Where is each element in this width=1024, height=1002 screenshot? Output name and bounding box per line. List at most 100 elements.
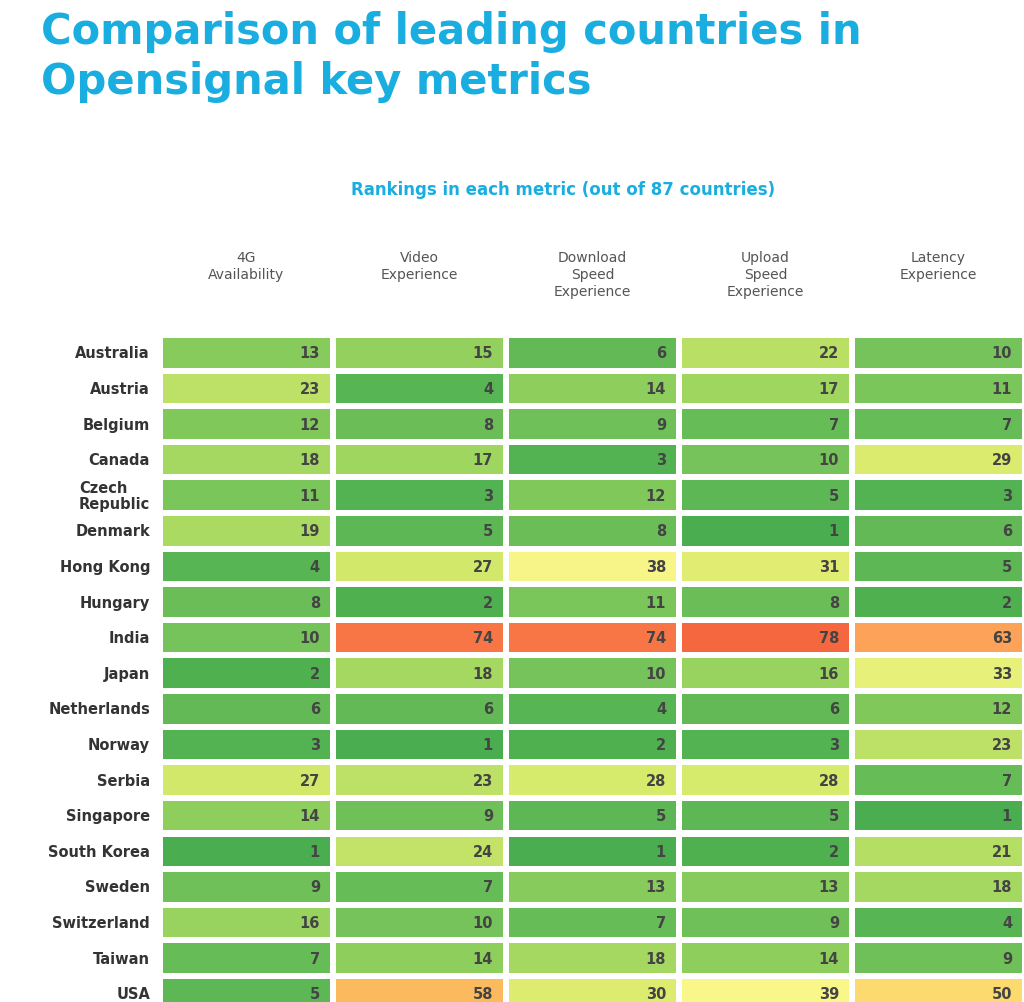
Text: 9: 9	[483, 809, 493, 824]
Text: 31: 31	[818, 559, 839, 574]
Text: Latency
Experience: Latency Experience	[900, 250, 977, 282]
Text: 3: 3	[483, 488, 493, 503]
Bar	[336, 908, 503, 938]
Bar	[682, 908, 849, 938]
Bar	[682, 481, 849, 510]
Bar	[163, 481, 330, 510]
Text: Czech
Republic: Czech Republic	[79, 480, 150, 511]
Text: 1: 1	[1001, 809, 1012, 824]
Text: South Korea: South Korea	[48, 844, 150, 859]
Bar	[509, 481, 676, 510]
Text: 10: 10	[472, 915, 493, 930]
Bar	[682, 587, 849, 617]
Text: 16: 16	[300, 915, 319, 930]
Text: 18: 18	[991, 880, 1012, 895]
Bar	[682, 944, 849, 973]
Text: 5: 5	[309, 986, 319, 1001]
Text: 12: 12	[991, 701, 1012, 716]
Text: Video
Experience: Video Experience	[381, 250, 458, 282]
Text: 6: 6	[828, 701, 839, 716]
Bar	[682, 766, 849, 796]
Bar	[855, 729, 1022, 760]
Bar	[682, 837, 849, 866]
Bar	[336, 694, 503, 723]
Text: 17: 17	[818, 382, 839, 397]
Text: 63: 63	[992, 630, 1012, 645]
Bar	[163, 410, 330, 439]
Text: 4: 4	[310, 559, 319, 574]
Bar	[336, 517, 503, 546]
Text: 78: 78	[818, 630, 839, 645]
Text: Hong Kong: Hong Kong	[59, 559, 150, 574]
Text: 1: 1	[309, 844, 319, 859]
Text: 9: 9	[1001, 951, 1012, 966]
Text: 12: 12	[300, 417, 319, 432]
Bar	[163, 837, 330, 866]
Text: Upload
Speed
Experience: Upload Speed Experience	[727, 250, 804, 299]
Bar	[336, 481, 503, 510]
Text: Taiwan: Taiwan	[93, 951, 150, 966]
Bar	[509, 659, 676, 688]
Bar	[682, 552, 849, 581]
Bar	[855, 552, 1022, 581]
Bar	[855, 659, 1022, 688]
Bar	[509, 410, 676, 439]
Text: 74: 74	[473, 630, 493, 645]
Text: 5: 5	[1001, 559, 1012, 574]
Bar	[163, 587, 330, 617]
Text: 18: 18	[645, 951, 666, 966]
Text: 9: 9	[828, 915, 839, 930]
Text: 10: 10	[818, 453, 839, 468]
Bar	[682, 729, 849, 760]
Text: 12: 12	[645, 488, 666, 503]
Text: 18: 18	[472, 666, 493, 681]
Bar	[163, 729, 330, 760]
Text: Belgium: Belgium	[83, 417, 150, 432]
Text: 7: 7	[1001, 773, 1012, 788]
Bar	[336, 659, 503, 688]
Text: 27: 27	[300, 773, 319, 788]
Text: Australia: Australia	[76, 346, 150, 361]
Text: 8: 8	[828, 595, 839, 610]
Bar	[682, 410, 849, 439]
Bar	[163, 375, 330, 404]
Bar	[509, 446, 676, 475]
Bar	[682, 446, 849, 475]
Bar	[509, 729, 676, 760]
Text: 19: 19	[300, 524, 319, 539]
Text: 28: 28	[818, 773, 839, 788]
Text: Hungary: Hungary	[80, 595, 150, 610]
Bar	[163, 908, 330, 938]
Bar	[855, 410, 1022, 439]
Bar	[682, 802, 849, 831]
Text: 50: 50	[991, 986, 1012, 1001]
Text: Sweden: Sweden	[85, 880, 150, 895]
Text: 8: 8	[482, 417, 493, 432]
Bar	[336, 766, 503, 796]
Bar	[855, 979, 1022, 1002]
Bar	[509, 766, 676, 796]
Text: Japan: Japan	[103, 666, 150, 681]
Text: 4G
Availability: 4G Availability	[208, 250, 285, 282]
Bar	[163, 339, 330, 368]
Text: 3: 3	[828, 737, 839, 753]
Bar	[163, 694, 330, 723]
Text: 10: 10	[645, 666, 666, 681]
Bar	[855, 587, 1022, 617]
Text: USA: USA	[116, 986, 150, 1001]
Text: 8: 8	[655, 524, 666, 539]
Text: 2: 2	[828, 844, 839, 859]
Bar	[163, 623, 330, 653]
Bar	[855, 908, 1022, 938]
Bar	[336, 339, 503, 368]
Text: 13: 13	[300, 346, 319, 361]
Bar	[855, 802, 1022, 831]
Bar	[509, 694, 676, 723]
Text: 1: 1	[655, 844, 666, 859]
Text: 33: 33	[992, 666, 1012, 681]
Text: 14: 14	[645, 382, 666, 397]
Text: 23: 23	[473, 773, 493, 788]
Bar	[682, 979, 849, 1002]
Bar	[336, 979, 503, 1002]
Text: Switzerland: Switzerland	[52, 915, 150, 930]
